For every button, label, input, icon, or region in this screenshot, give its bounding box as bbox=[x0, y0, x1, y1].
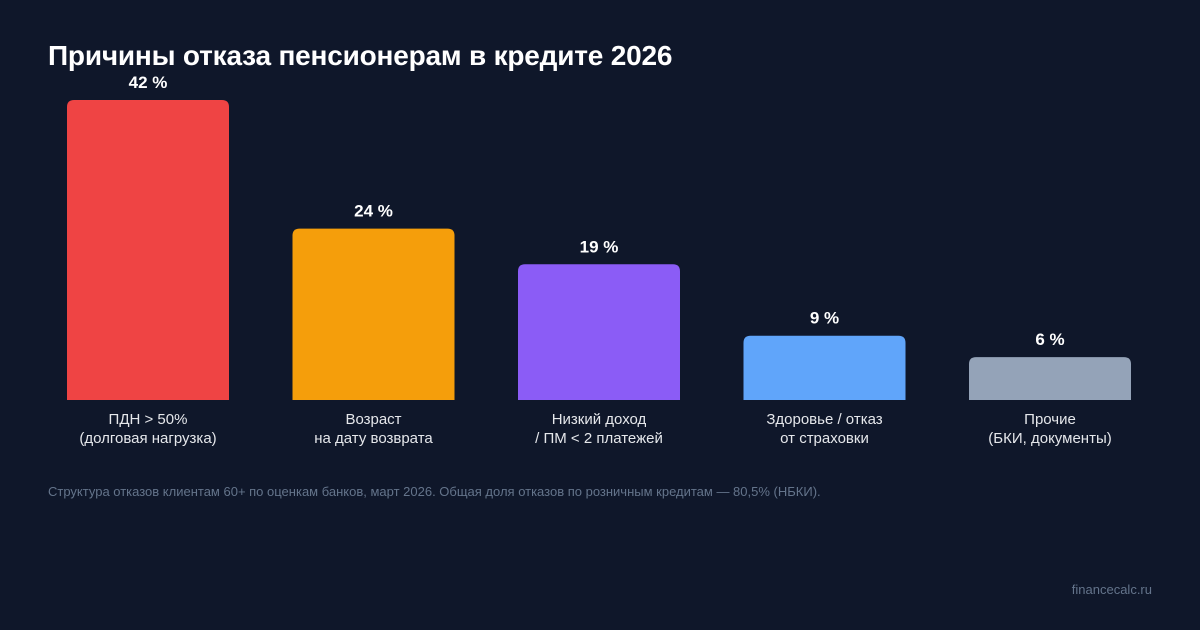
category-label: Возраст bbox=[345, 411, 401, 428]
category-label: (БКИ, документы) bbox=[988, 430, 1111, 447]
footnote: Структура отказов клиентам 60+ по оценка… bbox=[48, 484, 821, 499]
category-label: на дату возврата bbox=[314, 430, 433, 447]
bar-value-label: 6 % bbox=[1035, 330, 1064, 349]
category-label: / ПМ < 2 платежей bbox=[535, 430, 663, 447]
category-label: Прочие bbox=[1024, 411, 1076, 428]
category-label: (долговая нагрузка) bbox=[79, 430, 216, 447]
category-label: Низкий доход bbox=[552, 411, 647, 428]
bar-value-label: 19 % bbox=[580, 237, 619, 256]
category-label: Здоровье / отказ bbox=[766, 411, 882, 428]
category-label: от страховки bbox=[780, 430, 869, 447]
bar-value-label: 42 % bbox=[129, 73, 168, 92]
bar-1 bbox=[292, 228, 455, 400]
bar-3 bbox=[743, 335, 906, 400]
bar-value-label: 9 % bbox=[810, 309, 839, 328]
brand-label: financecalc.ru bbox=[1071, 582, 1152, 597]
category-label: ПДН > 50% bbox=[109, 411, 188, 428]
chart-title: Причины отказа пенсионерам в кредите 202… bbox=[48, 40, 673, 71]
bar-0 bbox=[67, 100, 229, 400]
bar-value-label: 24 % bbox=[354, 202, 393, 221]
bar-2 bbox=[518, 264, 680, 400]
bar-4 bbox=[969, 357, 1131, 400]
